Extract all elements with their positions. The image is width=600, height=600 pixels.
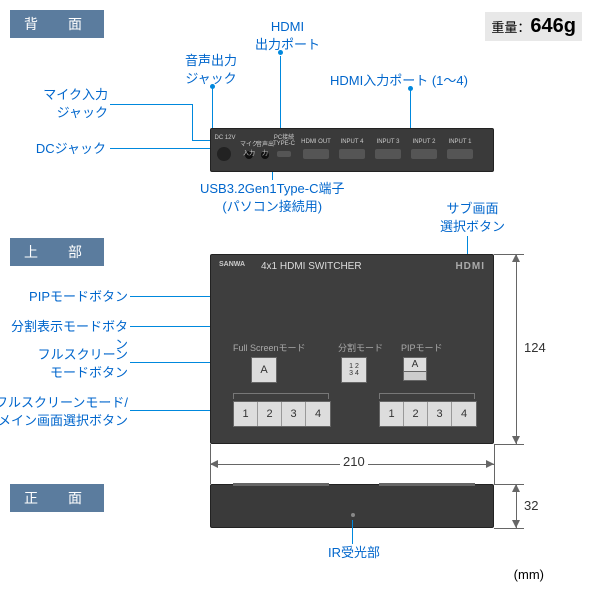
in4-lbl: INPUT 4 bbox=[337, 139, 367, 145]
arrow bbox=[486, 460, 494, 468]
hdmi-in3-port bbox=[375, 149, 401, 159]
label-usbc: USB3.2Gen1Type-C端子 (パソコン接続用) bbox=[200, 180, 345, 215]
btn-pip-a: A bbox=[403, 357, 427, 381]
dim-w-t1 bbox=[210, 444, 211, 484]
leader bbox=[192, 104, 193, 140]
device-title: 4x1 HDMI SWITCHER bbox=[261, 261, 362, 272]
leader bbox=[210, 84, 215, 89]
dim-width: 210 bbox=[340, 454, 368, 469]
label-mic-in: マイク入力 ジャック bbox=[28, 86, 108, 121]
leader-dot bbox=[278, 50, 283, 55]
leader bbox=[280, 56, 281, 128]
bracket-main bbox=[233, 393, 329, 399]
btn-split: 1 23 4 bbox=[341, 357, 367, 383]
hdmi-out-port bbox=[303, 149, 329, 159]
bracket-sub bbox=[379, 393, 475, 399]
brand-text: SANWA bbox=[219, 261, 245, 268]
dim-height: 124 bbox=[524, 340, 546, 355]
btn-main-3: 3 bbox=[282, 402, 306, 426]
arrow bbox=[512, 254, 520, 262]
dim-d-t1 bbox=[494, 484, 524, 485]
section-rear-tag: 背 面 bbox=[10, 10, 104, 38]
weight-box: 重量：646g bbox=[485, 12, 582, 41]
dim-h-t2 bbox=[494, 444, 524, 445]
front-ridges-l bbox=[233, 483, 329, 486]
btn-main-1: 1 bbox=[234, 402, 258, 426]
label-fs-main: フルスクリーンモード/ メイン画面選択ボタン bbox=[0, 394, 128, 429]
btn-sub-3: 3 bbox=[428, 402, 452, 426]
label-fullscreen: フルスクリーン モードボタン bbox=[20, 346, 128, 381]
mode-split-label: 分割モード bbox=[338, 341, 383, 354]
leader bbox=[110, 104, 192, 105]
weight-label: 重量： bbox=[491, 20, 530, 35]
btn-sub-2: 2 bbox=[404, 402, 428, 426]
leader bbox=[408, 86, 413, 91]
btn-sub-1: 1 bbox=[380, 402, 404, 426]
btn-main-4: 4 bbox=[306, 402, 330, 426]
ir-led bbox=[351, 513, 355, 517]
mode-full-label: Full Screenモード bbox=[233, 341, 306, 354]
label-ir: IR受光部 bbox=[328, 544, 380, 562]
btn-main-2: 2 bbox=[258, 402, 282, 426]
dim-h-t1 bbox=[494, 254, 524, 255]
label-pip-mode: PIPモードボタン bbox=[10, 288, 128, 306]
dim-depth: 32 bbox=[524, 498, 538, 513]
btn-sub-4: 4 bbox=[452, 402, 476, 426]
label-hdmi-in: HDMI入力ポート (1～4) bbox=[330, 72, 468, 90]
hdmiout-lbl: HDMI OUT bbox=[301, 139, 331, 145]
hdmi-in1-port bbox=[447, 149, 473, 159]
label-dc-jack: DCジャック bbox=[20, 140, 106, 158]
btn-a-full: A bbox=[252, 358, 276, 382]
in1-lbl: INPUT 1 bbox=[445, 139, 475, 145]
weight-value: 646g bbox=[530, 15, 576, 37]
front-ridges-r bbox=[379, 483, 475, 486]
btn-row-main: 1 2 3 4 bbox=[233, 401, 331, 427]
arrow bbox=[512, 484, 520, 492]
usbc-port bbox=[277, 151, 291, 157]
label-hdmi-out: HDMI 出力ポート bbox=[255, 18, 320, 53]
btn-a-pip: A bbox=[403, 357, 427, 372]
dim-d-t2 bbox=[494, 528, 524, 529]
unit-text: (mm) bbox=[514, 567, 544, 582]
btn-pip-sub bbox=[403, 372, 427, 381]
btn-split-icon: 1 23 4 bbox=[342, 358, 366, 382]
hdmi-in2-port bbox=[411, 149, 437, 159]
hdmi-in4-port bbox=[339, 149, 365, 159]
btn-fullscreen-a: A bbox=[251, 357, 277, 383]
arrow bbox=[512, 436, 520, 444]
dim-w-t2 bbox=[494, 444, 495, 484]
mode-pip-label: PIPモード bbox=[401, 341, 443, 354]
leader bbox=[352, 520, 353, 544]
in3-lbl: INPUT 3 bbox=[373, 139, 403, 145]
device-rear: DC 12V マイク入力 音声出力 PC接続TYPE-C HDMI OUT IN… bbox=[210, 128, 494, 172]
in2-lbl: INPUT 2 bbox=[409, 139, 439, 145]
arrow bbox=[210, 460, 218, 468]
label-sub-sel: サブ画面 選択ボタン bbox=[440, 200, 505, 235]
dc-port-label: DC 12V bbox=[213, 135, 237, 141]
leader bbox=[110, 148, 220, 149]
btn-row-sub: 1 2 3 4 bbox=[379, 401, 477, 427]
dim-h-line bbox=[516, 254, 517, 444]
usbc-lbl: PC接続TYPE-C bbox=[271, 135, 297, 147]
hdmi-logo: HDMI bbox=[455, 261, 485, 272]
section-front-tag: 正 面 bbox=[10, 484, 104, 512]
arrow bbox=[512, 520, 520, 528]
section-top-tag: 上 部 bbox=[10, 238, 104, 266]
device-top: SANWA 4x1 HDMI SWITCHER HDMI Full Screen… bbox=[210, 254, 494, 444]
dc-port bbox=[217, 147, 231, 161]
label-audio-out: 音声出力 ジャック bbox=[185, 52, 237, 87]
